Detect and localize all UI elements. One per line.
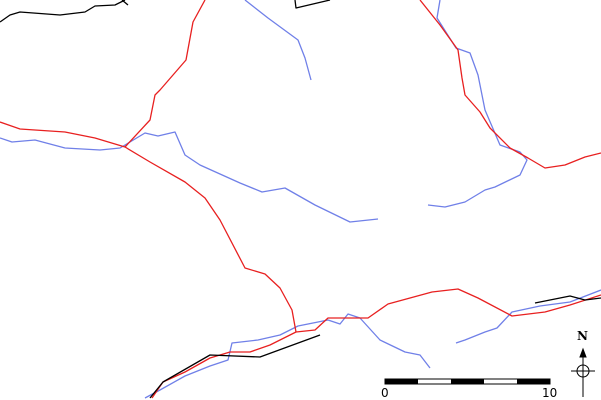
road-line [124, 0, 206, 148]
river-line [0, 131, 379, 223]
boundary-line [0, 0, 126, 23]
river-line [455, 289, 601, 344]
river-line [144, 313, 431, 399]
boundary-line [294, 0, 331, 9]
river-line [244, 0, 312, 81]
road-line [419, 0, 601, 169]
road-line [0, 121, 601, 333]
north-arrow-icon [571, 347, 595, 397]
scale-end-label: 10 [542, 386, 558, 400]
scale-bar [384, 378, 551, 385]
boundary-line [534, 295, 601, 304]
road-line [151, 331, 297, 399]
boundary-line [121, 0, 129, 6]
river-line [427, 0, 528, 208]
scale-start-label: 0 [381, 386, 389, 400]
north-label: N [577, 329, 588, 343]
boundary-line [149, 334, 321, 399]
